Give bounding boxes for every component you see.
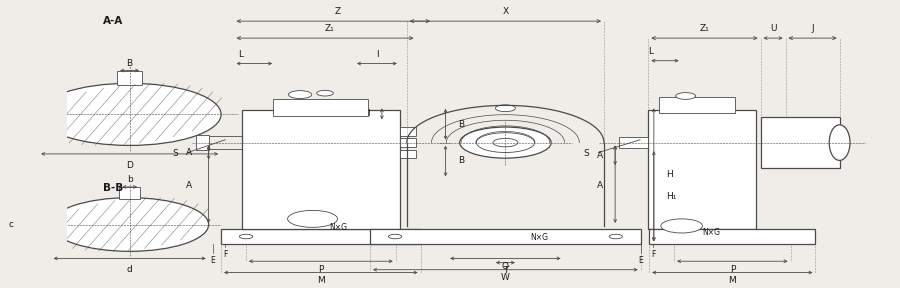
Circle shape (676, 93, 696, 99)
Text: J: J (811, 24, 814, 33)
Circle shape (317, 90, 333, 96)
Text: Z₁: Z₁ (699, 24, 709, 33)
Text: T: T (503, 266, 508, 275)
Ellipse shape (829, 125, 850, 160)
Text: U: U (770, 24, 777, 33)
Text: M: M (317, 276, 325, 285)
Text: E: E (211, 255, 215, 265)
Bar (370, 229, 641, 244)
Text: Z: Z (335, 7, 340, 16)
Bar (400, 150, 417, 158)
Text: L: L (238, 50, 243, 59)
Bar (659, 97, 734, 113)
Circle shape (288, 91, 311, 98)
Text: E: E (638, 255, 644, 265)
Text: I: I (375, 50, 378, 59)
Text: c: c (8, 220, 14, 229)
Text: b: b (127, 175, 132, 184)
Circle shape (661, 219, 702, 233)
Text: B: B (127, 59, 132, 68)
Text: L: L (648, 48, 653, 56)
Text: H₁: H₁ (666, 192, 677, 201)
Circle shape (476, 133, 535, 152)
Text: P: P (319, 265, 323, 274)
Text: B-B: B-B (103, 183, 123, 193)
Bar (760, 117, 840, 168)
Text: W: W (501, 273, 509, 282)
Circle shape (389, 234, 401, 239)
Bar (400, 127, 417, 136)
Text: A: A (186, 148, 192, 157)
Text: A: A (186, 181, 192, 190)
Circle shape (389, 234, 402, 239)
Text: M: M (728, 276, 736, 285)
Text: N×G: N×G (530, 233, 548, 242)
Circle shape (495, 105, 516, 112)
Text: I: I (367, 109, 369, 118)
Text: X: X (502, 7, 508, 16)
Text: D: D (126, 161, 133, 170)
Circle shape (609, 234, 623, 239)
Text: P: P (730, 265, 735, 274)
Circle shape (288, 211, 338, 227)
Bar (117, 71, 142, 85)
Text: S: S (583, 149, 589, 158)
Text: H: H (666, 170, 673, 179)
Circle shape (460, 127, 551, 158)
Text: N×G: N×G (702, 228, 720, 238)
Text: B: B (458, 156, 464, 166)
Bar (119, 187, 140, 199)
Text: N×G: N×G (329, 223, 347, 232)
Text: S: S (173, 149, 178, 158)
Bar (274, 99, 368, 116)
Text: Q: Q (502, 262, 508, 271)
Circle shape (239, 234, 253, 239)
Bar (221, 229, 420, 244)
Circle shape (38, 83, 221, 145)
Bar (619, 137, 648, 148)
Text: F: F (652, 250, 655, 259)
Text: A: A (597, 151, 603, 160)
Text: B: B (458, 120, 464, 129)
Text: A-A: A-A (103, 16, 123, 26)
Bar (400, 138, 417, 147)
Text: d: d (127, 265, 132, 274)
Bar (196, 135, 209, 150)
Bar (242, 110, 400, 229)
Circle shape (493, 138, 518, 147)
Text: F: F (223, 250, 228, 259)
Text: A: A (597, 181, 603, 190)
Bar (648, 110, 757, 229)
Text: Z₁: Z₁ (324, 24, 334, 33)
Bar (649, 229, 815, 244)
Circle shape (50, 198, 209, 251)
